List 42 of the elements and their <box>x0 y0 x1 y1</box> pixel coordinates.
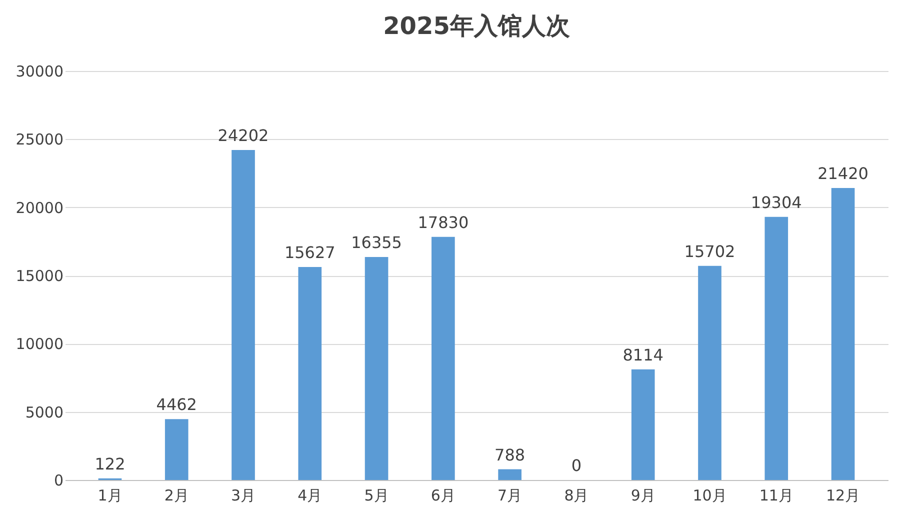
x-tick-label: 3月 <box>230 486 256 504</box>
data-label: 17830 <box>418 212 469 232</box>
bar <box>631 369 655 480</box>
bar <box>364 257 388 480</box>
x-tick-label: 10月 <box>692 486 727 504</box>
y-tick-label: 0 <box>54 472 64 490</box>
x-tick-label: 4月 <box>298 486 322 504</box>
x-tick-label: 1月 <box>98 486 122 504</box>
data-label: 19304 <box>750 192 802 212</box>
bar <box>498 469 522 480</box>
data-label: 8114 <box>622 345 664 364</box>
y-tick-label: 20000 <box>16 198 64 217</box>
bar <box>232 150 255 480</box>
x-tick-label: 9月 <box>630 486 656 504</box>
data-label: 122 <box>94 454 126 474</box>
x-tick-label: 6月 <box>430 486 456 504</box>
data-label: 788 <box>494 445 526 464</box>
data-label: 16355 <box>351 233 402 252</box>
x-tick-label: 7月 <box>498 486 522 504</box>
y-tick-label: 25000 <box>16 130 64 149</box>
y-tick-label: 15000 <box>16 267 64 285</box>
data-label: 24202 <box>218 126 269 146</box>
bar <box>698 266 722 480</box>
y-tick-label: 30000 <box>16 62 64 80</box>
y-tick-label: 5000 <box>25 403 64 422</box>
x-tick-label: 5月 <box>364 486 389 504</box>
bar <box>831 188 855 480</box>
data-label: 4462 <box>156 395 197 414</box>
y-tick-label: 10000 <box>16 335 64 354</box>
data-label: 0 <box>571 456 582 475</box>
data-label: 15627 <box>284 242 336 262</box>
x-tick-label: 11月 <box>759 486 794 504</box>
x-tick-label: 8月 <box>564 486 589 504</box>
bar <box>298 266 322 480</box>
chart-title: 2025年入馆人次 <box>383 12 571 40</box>
bar <box>432 236 455 480</box>
bar <box>164 419 188 480</box>
x-tick-label: 2月 <box>164 486 189 504</box>
data-label: 21420 <box>818 164 868 183</box>
data-label: 15702 <box>684 242 736 261</box>
bar <box>764 216 788 480</box>
x-tick-label: 12月 <box>826 486 860 504</box>
